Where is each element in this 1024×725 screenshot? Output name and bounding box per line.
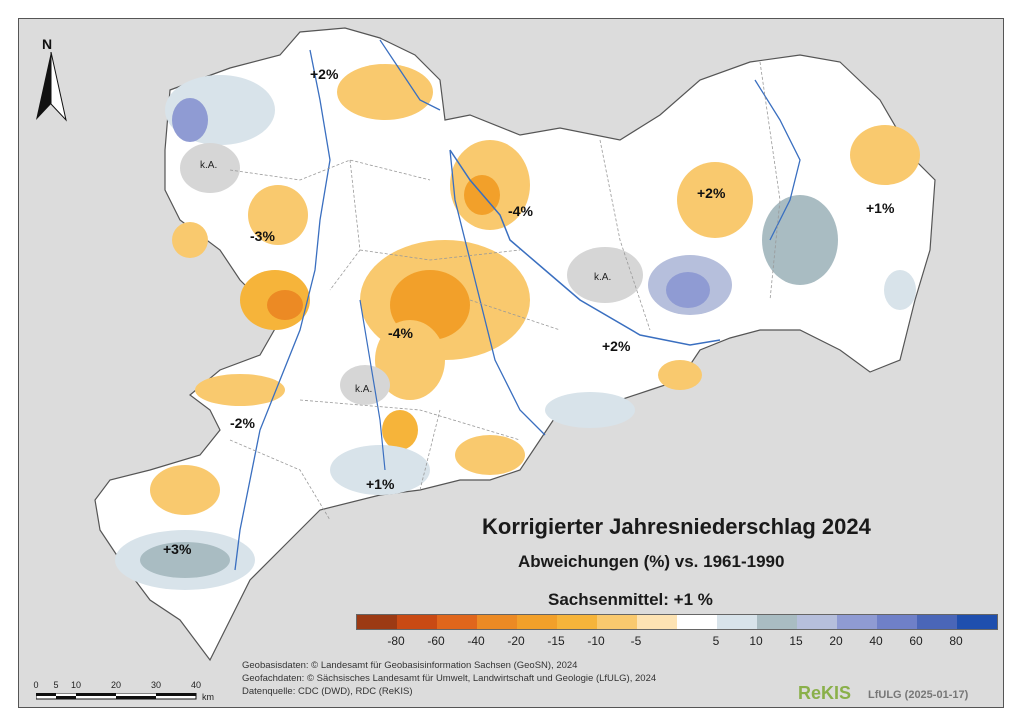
- scale-tick: 5: [53, 680, 59, 690]
- surplus-zone: [140, 542, 230, 578]
- legend-swatch: [957, 615, 997, 629]
- scale-bar-graphic: [36, 693, 197, 700]
- no-data-label: k.A.: [200, 160, 218, 171]
- state-mean: Sachsenmittel: +1 %: [548, 590, 713, 609]
- legend-tick: 15: [789, 634, 803, 648]
- river: [754, 79, 801, 241]
- legend-swatch: [797, 615, 837, 629]
- map-label: +1%: [366, 476, 395, 492]
- legend-tick: 20: [829, 634, 843, 648]
- legend-tick: -40: [467, 634, 485, 648]
- deficit-zone: [195, 374, 285, 406]
- surplus-zone: [762, 195, 838, 285]
- north-arrow-icon: [36, 52, 67, 122]
- district-border: [229, 61, 781, 521]
- legend-tick: -60: [427, 634, 445, 648]
- legend-swatch: [557, 615, 597, 629]
- no-data-area: [180, 143, 240, 193]
- river: [359, 299, 386, 471]
- no-data-area: [340, 365, 390, 405]
- no-data-label: k.A.: [594, 272, 612, 283]
- deficit-zone: [677, 162, 753, 238]
- deficit-zone: [337, 64, 433, 120]
- deficit-zone: [850, 125, 920, 185]
- river: [449, 149, 721, 346]
- deficit-zone: [150, 465, 220, 515]
- legend-tick: -15: [547, 634, 565, 648]
- scale-bar: 0 5 10 20 30 40 km: [33, 680, 214, 702]
- map-label: +2%: [310, 66, 339, 82]
- deficit-zone: [172, 222, 208, 258]
- legend-swatch: [677, 615, 717, 629]
- scale-tick: 10: [70, 680, 82, 690]
- no-data-label: k.A.: [355, 384, 373, 395]
- map-title: Korrigierter Jahresniederschlag 2024: [482, 514, 871, 539]
- legend-swatch: [757, 615, 797, 629]
- credit-line: Geofachdaten: © Sächsisches Landesamt fü…: [242, 673, 657, 684]
- river: [449, 149, 546, 436]
- legend-swatch: [357, 615, 397, 629]
- surplus-zone: [172, 98, 208, 142]
- scale-tick: 20: [110, 680, 122, 690]
- deficit-zone: [248, 185, 308, 245]
- legend-swatch: [437, 615, 477, 629]
- map-label: -4%: [508, 203, 533, 219]
- legend-swatch: [717, 615, 757, 629]
- legend-tick: 40: [869, 634, 883, 648]
- map-label: +2%: [697, 185, 726, 201]
- north-label: N: [42, 36, 53, 52]
- brand-logo: ReKIS: [798, 683, 852, 703]
- legend-swatch: [477, 615, 517, 629]
- legend-swatch: [877, 615, 917, 629]
- surplus-zone: [545, 392, 635, 428]
- map-label: +3%: [163, 541, 192, 557]
- deficit-zone: [382, 410, 418, 450]
- legend-swatch: [597, 615, 637, 629]
- surplus-zone: [884, 270, 916, 310]
- legend-tick: 10: [749, 634, 763, 648]
- scale-unit: km: [202, 692, 214, 702]
- legend-swatch: [397, 615, 437, 629]
- legend-swatch: [917, 615, 957, 629]
- river: [379, 39, 441, 111]
- legend-tick: -20: [507, 634, 525, 648]
- brand-sub: LfULG (2025-01-17): [868, 689, 969, 701]
- legend-tick: 5: [712, 634, 720, 648]
- map-label: -3%: [250, 228, 275, 244]
- map-label: -2%: [230, 415, 255, 431]
- legend-swatch: [517, 615, 557, 629]
- legend-tick: -80: [387, 634, 405, 648]
- legend-ticks: -80 -60 -40 -20 -15 -10 -5 5 10 15 20 40 60 80: [356, 630, 968, 648]
- river: [234, 49, 331, 571]
- map-label: -4%: [388, 325, 413, 341]
- credits: Geobasisdaten: © Landesamt für Geobasisi…: [242, 659, 656, 698]
- color-legend: -80 -60 -40 -20 -15 -10 -5 5 10 15 20 40 60 80: [356, 614, 998, 648]
- scale-tick: 0: [33, 680, 39, 690]
- map-label: +1%: [866, 200, 895, 216]
- legend-tick: -10: [587, 634, 605, 648]
- deficit-zone: [267, 290, 303, 320]
- map-subtitle: Abweichungen (%) vs. 1961-1990: [518, 552, 785, 571]
- legend-swatch: [637, 615, 677, 629]
- scale-tick: 30: [150, 680, 162, 690]
- legend-bar: [356, 614, 998, 630]
- map-label: +2%: [602, 338, 631, 354]
- legend-swatch: [837, 615, 877, 629]
- deficit-zone: [375, 320, 445, 400]
- surplus-zone: [666, 272, 710, 308]
- scale-tick: 40: [190, 680, 202, 690]
- legend-tick: -5: [630, 634, 642, 648]
- deficit-zone: [455, 435, 525, 475]
- credit-line: Geobasisdaten: © Landesamt für Geobasisi…: [242, 660, 578, 671]
- no-data-area: [567, 247, 643, 303]
- legend-tick: 80: [949, 634, 963, 648]
- deficit-zone: [658, 360, 702, 390]
- credit-line: Datenquelle: CDC (DWD), RDC (ReKIS): [242, 686, 413, 697]
- surplus-zone: [330, 445, 430, 495]
- legend-tick: 60: [909, 634, 923, 648]
